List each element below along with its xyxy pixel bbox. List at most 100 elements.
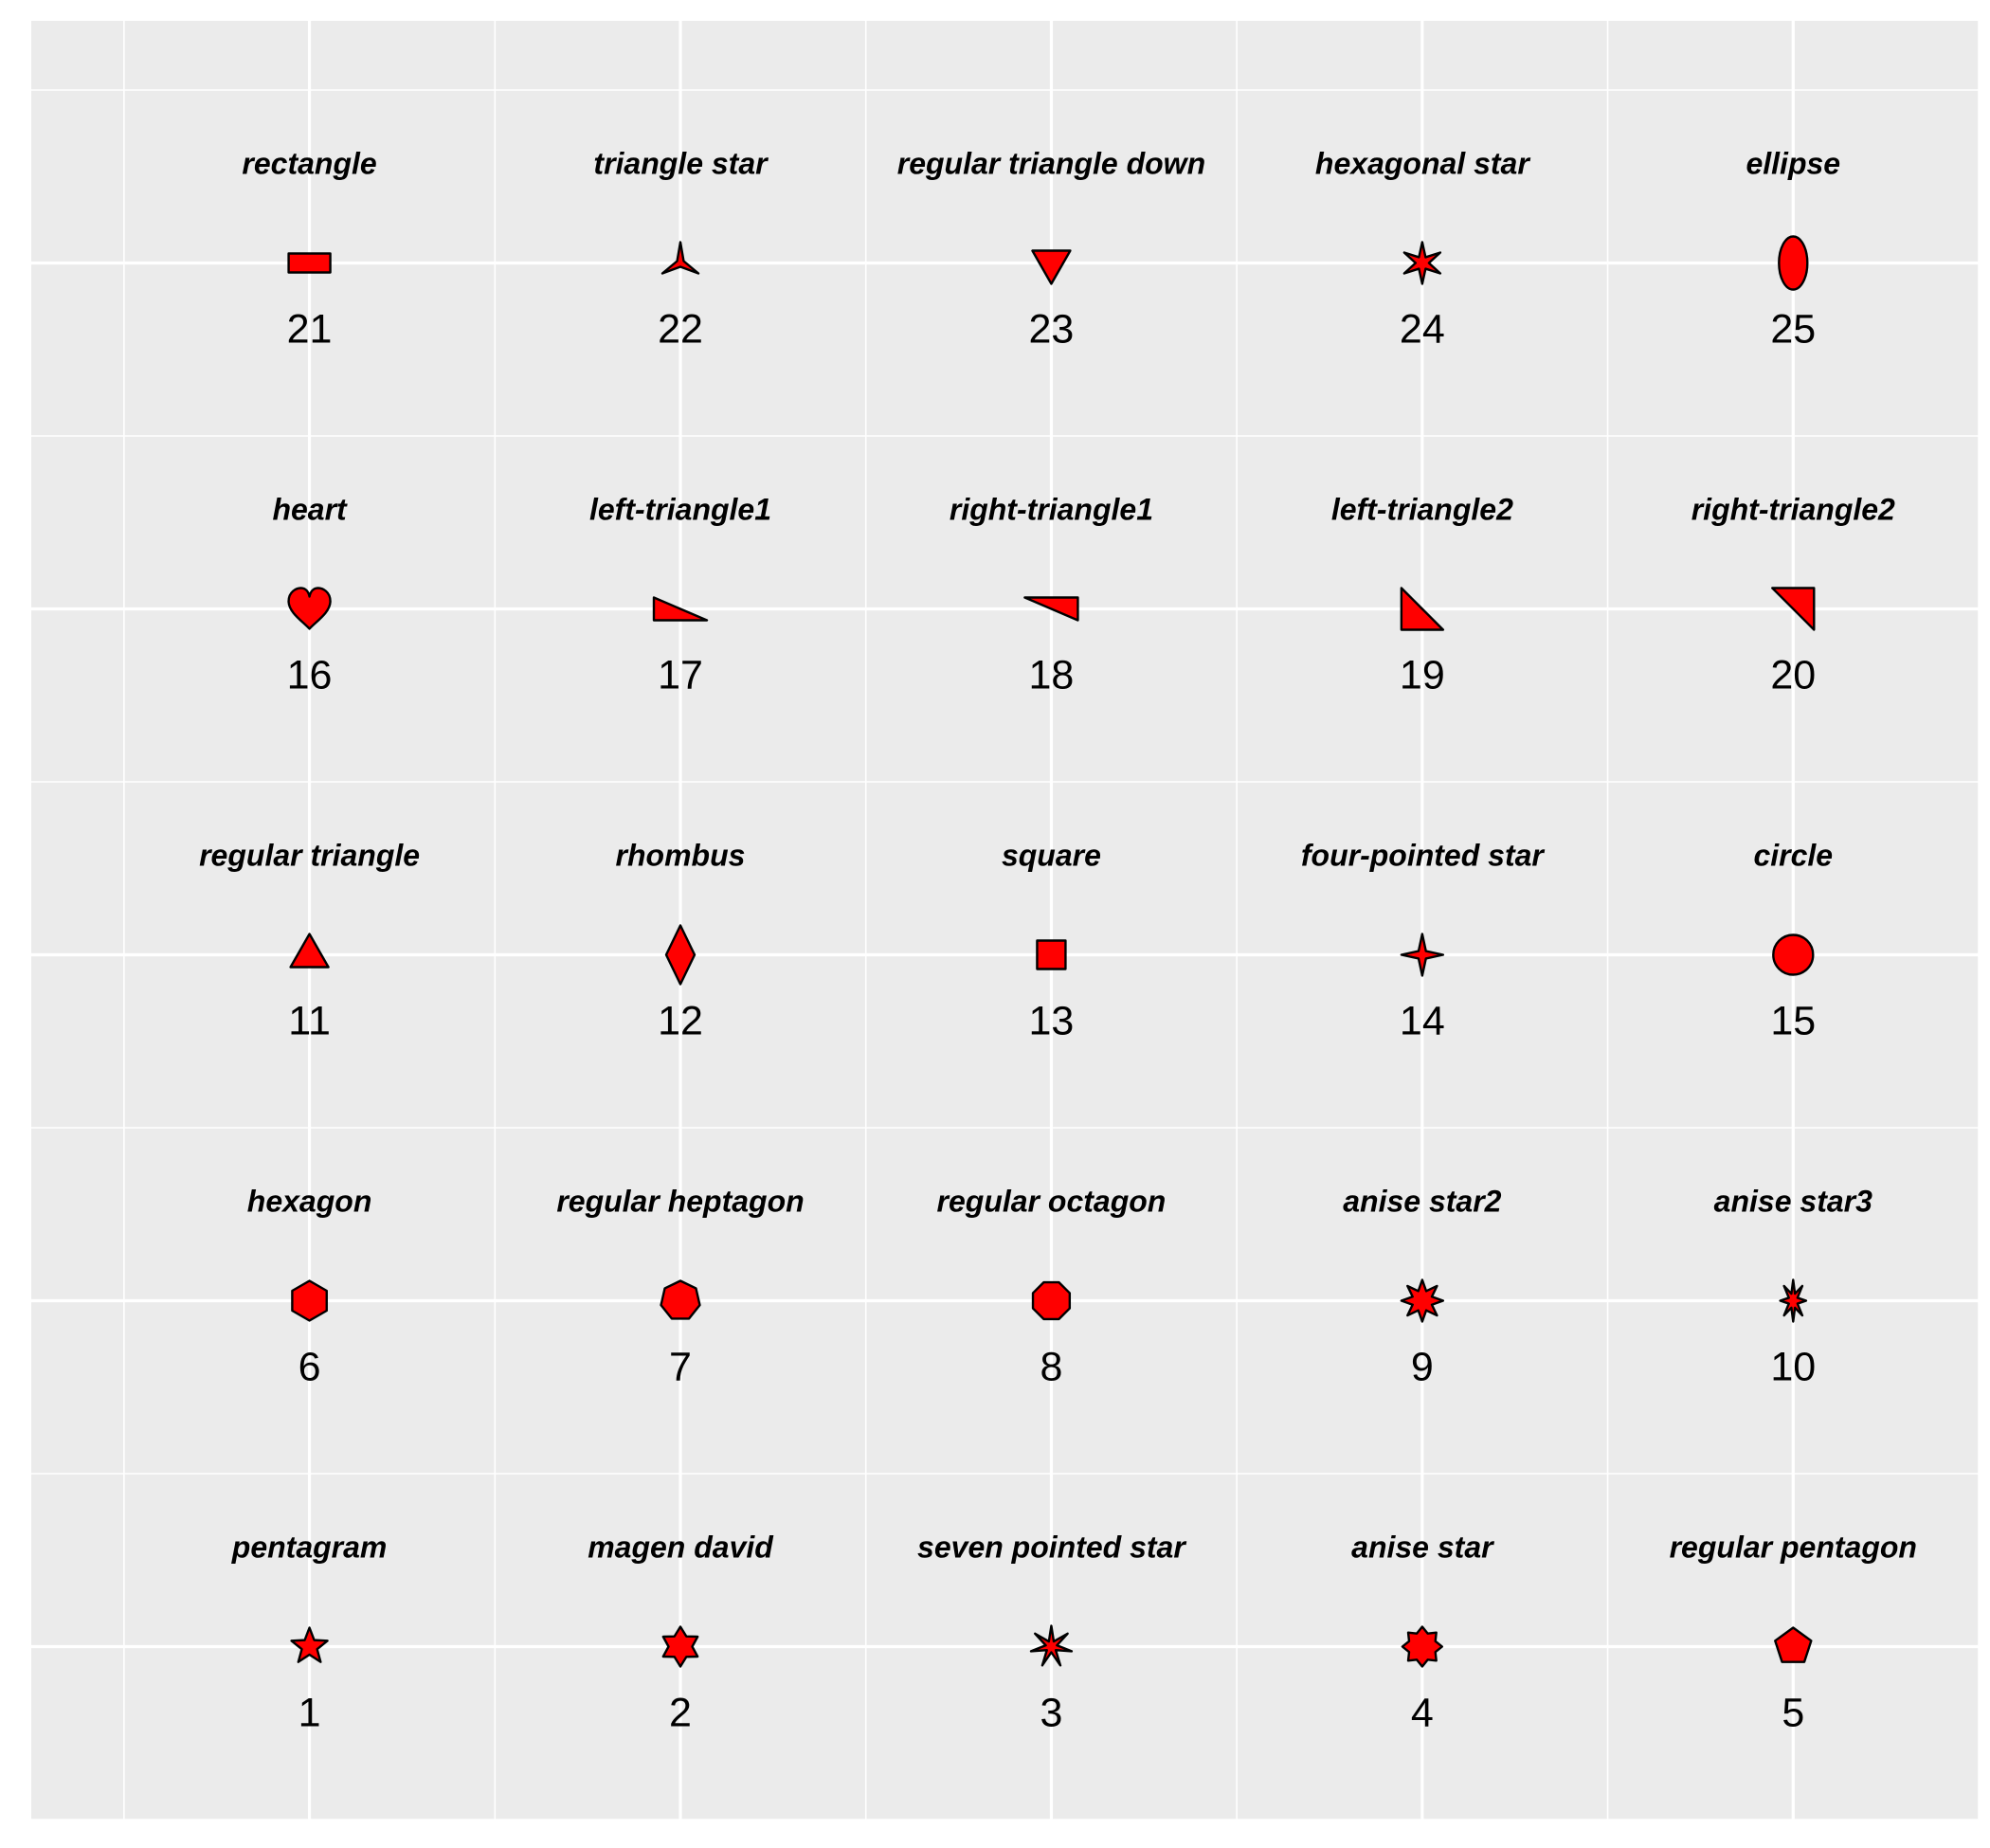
shape-point-group: hexagon 6 (247, 1185, 372, 1390)
shape-point-group: square 13 (1002, 839, 1101, 1044)
point-pentagram (290, 1626, 329, 1663)
shape-name-label: magen david (588, 1531, 774, 1565)
shape-name-label: right-triangle1 (950, 493, 1153, 527)
point-rectangle (287, 252, 332, 274)
shape-name-label: ellipse (1746, 147, 1840, 181)
point-left-triangle1 (652, 596, 709, 622)
shape-point-group: heart 16 (272, 493, 348, 698)
shape-name-label: regular triangle (199, 839, 420, 873)
shape-id-label: 10 (1770, 1345, 1816, 1390)
shape-name-label: regular octagon (937, 1185, 1167, 1219)
shape-name-label: anise star2 (1343, 1185, 1501, 1219)
shape-point-group: regular triangle down 23 (897, 147, 1205, 353)
shape-name-label: square (1002, 839, 1101, 873)
shape-point-group: right-triangle1 18 (950, 493, 1153, 698)
shape-name-label: triangle star (593, 147, 769, 181)
shape-id-label: 2 (669, 1691, 692, 1736)
shape-marks: pentagram 1 magen david 2 seven pointed star… (199, 147, 1917, 1736)
shape-point-group: regular heptagon 7 (556, 1185, 804, 1390)
grid-lines (31, 21, 1980, 1821)
shape-point-group: anise star 4 (1351, 1531, 1494, 1736)
shape-point-group: circle 15 (1753, 839, 1833, 1044)
point-heart (287, 587, 332, 630)
shape-point-group: left-triangle2 19 (1331, 493, 1513, 698)
plot-panel (31, 21, 1979, 1820)
shape-point-group: regular octagon 8 (937, 1185, 1167, 1390)
shape-id-label: 22 (658, 307, 703, 353)
shape-point-group: seven pointed star 3 (917, 1531, 1186, 1736)
shape-id-label: 3 (1040, 1691, 1062, 1736)
shape-id-label: 16 (287, 653, 333, 698)
shape-id-label: 12 (658, 999, 703, 1044)
shape-name-label: anise star (1351, 1531, 1494, 1565)
point-hexagon (291, 1279, 328, 1322)
shape-name-label: right-triangle2 (1692, 493, 1895, 527)
shape-point-group: right-triangle2 20 (1692, 493, 1895, 698)
shape-point-group: ellipse 25 (1746, 147, 1840, 353)
shape-id-label: 21 (287, 307, 333, 353)
shape-point-group: triangle star 22 (593, 147, 769, 353)
shape-id-label: 18 (1029, 653, 1075, 698)
point-right-triangle1 (1023, 596, 1079, 622)
point-ellipse (1778, 235, 1809, 291)
shape-name-label: regular pentagon (1670, 1531, 1917, 1565)
shape-point-group: anise star3 10 (1714, 1185, 1872, 1390)
shape-name-label: heart (272, 493, 348, 527)
shape-id-label: 15 (1770, 999, 1816, 1044)
point-anise-star2 (1400, 1278, 1445, 1323)
point-pentagon (1774, 1626, 1813, 1663)
shape-name-label: anise star3 (1714, 1185, 1872, 1219)
shape-name-label: left-triangle1 (589, 493, 771, 527)
point-right-triangle2 (1771, 587, 1816, 631)
shape-id-label: 25 (1770, 307, 1816, 353)
shape-point-group: regular pentagon 5 (1670, 1531, 1917, 1736)
shape-name-label: circle (1753, 839, 1833, 873)
point-anise-star (1401, 1625, 1444, 1668)
shape-id-label: 9 (1411, 1345, 1434, 1390)
shape-point-group: regular triangle 11 (199, 839, 420, 1044)
shape-id-label: 23 (1029, 307, 1075, 353)
shape-id-label: 4 (1411, 1691, 1434, 1736)
point-rhombus (664, 924, 696, 986)
point-four-star (1400, 933, 1445, 977)
point-triangle-down (1031, 249, 1072, 285)
shape-name-label: left-triangle2 (1331, 493, 1513, 527)
point-magen-david (661, 1625, 699, 1668)
shape-point-group: hexagonal star 24 (1315, 147, 1530, 353)
shape-point-group: rhombus 12 (616, 839, 746, 1044)
point-square (1036, 939, 1067, 970)
shape-id-label: 17 (658, 653, 703, 698)
shape-name-label: regular triangle down (897, 147, 1205, 181)
point-triangle (289, 933, 330, 969)
shape-id-label: 13 (1029, 999, 1075, 1044)
point-left-triangle2 (1400, 587, 1445, 631)
shape-name-label: four-pointed star (1301, 839, 1546, 873)
point-heptagon (660, 1279, 701, 1320)
shape-point-group: four-pointed star 14 (1301, 839, 1546, 1044)
point-triangle-star (660, 241, 700, 275)
point-hexagonal-star (1402, 241, 1442, 285)
shape-id-label: 24 (1400, 307, 1445, 353)
shape-name-label: hexagon (247, 1185, 372, 1219)
shape-name-label: pentagram (231, 1531, 388, 1565)
point-circle (1772, 933, 1815, 976)
point-anise-star3 (1779, 1278, 1808, 1323)
shape-name-label: hexagonal star (1315, 147, 1530, 181)
point-seven-star (1029, 1624, 1074, 1667)
shape-id-label: 7 (669, 1345, 692, 1390)
shape-id-label: 19 (1400, 653, 1445, 698)
shape-id-label: 14 (1400, 999, 1445, 1044)
shape-id-label: 8 (1040, 1345, 1062, 1390)
shape-point-group: left-triangle1 17 (589, 493, 771, 698)
shape-id-label: 11 (288, 999, 331, 1044)
shape-id-label: 20 (1770, 653, 1816, 698)
shape-name-label: rhombus (616, 839, 746, 873)
shape-name-label: seven pointed star (917, 1531, 1186, 1565)
shape-point-group: rectangle 21 (242, 147, 376, 353)
shape-point-group: pentagram 1 (231, 1531, 388, 1736)
shape-id-label: 5 (1782, 1691, 1804, 1736)
shape-point-group: magen david 2 (588, 1531, 774, 1736)
shape-id-label: 6 (298, 1345, 321, 1390)
shape-name-label: regular heptagon (556, 1185, 804, 1219)
